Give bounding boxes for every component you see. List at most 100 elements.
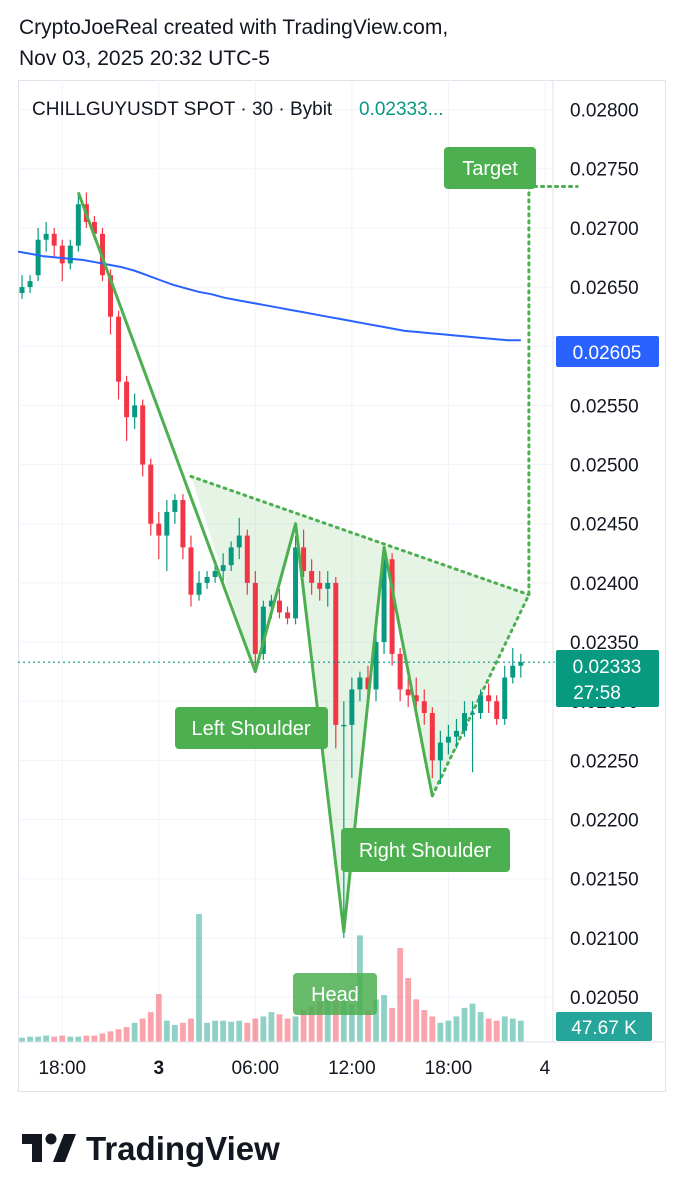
price-tick-label: 0.02450: [570, 515, 639, 536]
symbol-legend[interactable]: CHILLGUYUSDT SPOT · 30 · Bybit: [32, 99, 333, 120]
volume-bar: [155, 994, 162, 1042]
price-axis[interactable]: 0.028000.027500.027000.026500.026000.025…: [570, 101, 639, 1009]
price-tick-label: 0.02750: [570, 160, 639, 181]
credit-line-1: CryptoJoeReal created with TradingView.c…: [19, 16, 449, 39]
volume-bar: [477, 1012, 484, 1042]
tradingview-logo-dot: [45, 1133, 57, 1145]
candle: [156, 511, 162, 560]
volume-bar: [429, 1016, 436, 1042]
candle: [252, 571, 258, 666]
candle: [389, 553, 395, 666]
candle: [309, 559, 315, 595]
candle: [204, 571, 210, 589]
volume-bar: [445, 1020, 452, 1042]
candle-body: [309, 571, 315, 583]
volume-bar: [324, 999, 331, 1042]
candle: [188, 535, 194, 607]
price-tick-label: 0.02100: [570, 929, 639, 950]
tradingview-wordmark: TradingView: [86, 1130, 280, 1167]
price-tick-label: 0.02500: [570, 456, 639, 477]
candle-body: [220, 565, 226, 572]
volume-bar: [260, 1016, 267, 1042]
volume-bar: [67, 1036, 74, 1042]
candle-body: [180, 500, 186, 548]
volume-bar: [43, 1035, 50, 1042]
candle-body: [333, 582, 339, 725]
left-shoulder-label-text: Left Shoulder: [192, 718, 311, 740]
candle: [59, 239, 65, 282]
price-tick-label: 0.02150: [570, 870, 639, 891]
candlestick-chart[interactable]: 0.028000.027500.027000.026500.026000.025…: [18, 80, 666, 1092]
candle-body: [502, 677, 508, 719]
volume-bar: [75, 1036, 82, 1042]
price-tick-label: 0.02550: [570, 396, 639, 417]
candle: [220, 553, 226, 583]
candle: [494, 695, 500, 725]
time-axis[interactable]: 18:00 3 06:00 12:00 18:00 4: [38, 1058, 550, 1079]
time-tick-label: 3: [154, 1058, 165, 1079]
candle: [429, 707, 435, 779]
candle-body: [381, 559, 387, 643]
candle-body: [301, 547, 307, 572]
volume-bar: [59, 1035, 66, 1042]
tradingview-logo-icon: [22, 1134, 42, 1162]
candle: [67, 239, 73, 270]
candle: [462, 701, 467, 737]
candle: [470, 701, 476, 773]
volume-bar: [365, 1010, 371, 1042]
price-tick-label: 0.02650: [570, 278, 639, 299]
candle-body: [35, 239, 41, 276]
candle: [51, 227, 57, 258]
volume-bar: [115, 1029, 122, 1042]
volume-bar: [437, 1022, 444, 1042]
volume-bar: [204, 1022, 210, 1042]
volume-bar: [91, 1035, 98, 1042]
candle-body: [148, 464, 154, 524]
candle-body: [293, 547, 299, 619]
candle-body: [188, 547, 194, 595]
candle-body: [445, 736, 451, 743]
candle-body: [389, 559, 395, 654]
volume-bar: [316, 1001, 323, 1042]
candle: [333, 576, 339, 749]
candle: [164, 500, 170, 572]
volume-bar: [373, 999, 379, 1042]
volume-badge: 47.67 K: [556, 1012, 652, 1041]
target-label[interactable]: Target: [444, 147, 536, 189]
head-label[interactable]: Head: [293, 973, 377, 1015]
volume-bar: [485, 1018, 492, 1042]
chart-credit: CryptoJoeReal created with TradingView.c…: [19, 12, 448, 74]
candle: [421, 689, 427, 725]
volume-bar: [236, 1020, 243, 1042]
candle: [293, 535, 299, 625]
last-price-badge-value: 0.02333: [573, 657, 642, 678]
candle: [180, 494, 186, 560]
ma-price-badge-text: 0.02605: [573, 343, 642, 364]
candle: [445, 724, 451, 755]
candle-body: [268, 600, 274, 607]
candle-body: [132, 405, 138, 418]
volume-bar: [228, 1021, 235, 1042]
volume-bar: [107, 1031, 114, 1042]
candle-body: [349, 689, 355, 725]
candle: [276, 588, 282, 619]
tradingview-logo-mark: [53, 1134, 76, 1162]
candle: [116, 310, 122, 400]
candle-body: [196, 582, 202, 595]
right-shoulder-label[interactable]: Right Shoulder: [341, 828, 510, 872]
candle: [75, 192, 81, 252]
candle: [285, 606, 291, 625]
price-tick-label: 0.02200: [570, 811, 639, 832]
candle: [148, 458, 154, 536]
volume-bar: [123, 1027, 130, 1042]
volume-bar: [51, 1036, 58, 1042]
volume-bar: [252, 1018, 259, 1042]
candle-body: [204, 576, 210, 583]
volume-bar: [212, 1020, 219, 1042]
volume-bar: [340, 995, 347, 1042]
volume-bar: [220, 1020, 227, 1042]
left-shoulder-label[interactable]: Left Shoulder: [175, 707, 328, 749]
candle-body: [437, 742, 443, 761]
volume-bar: [180, 1022, 186, 1042]
candle: [140, 399, 146, 477]
